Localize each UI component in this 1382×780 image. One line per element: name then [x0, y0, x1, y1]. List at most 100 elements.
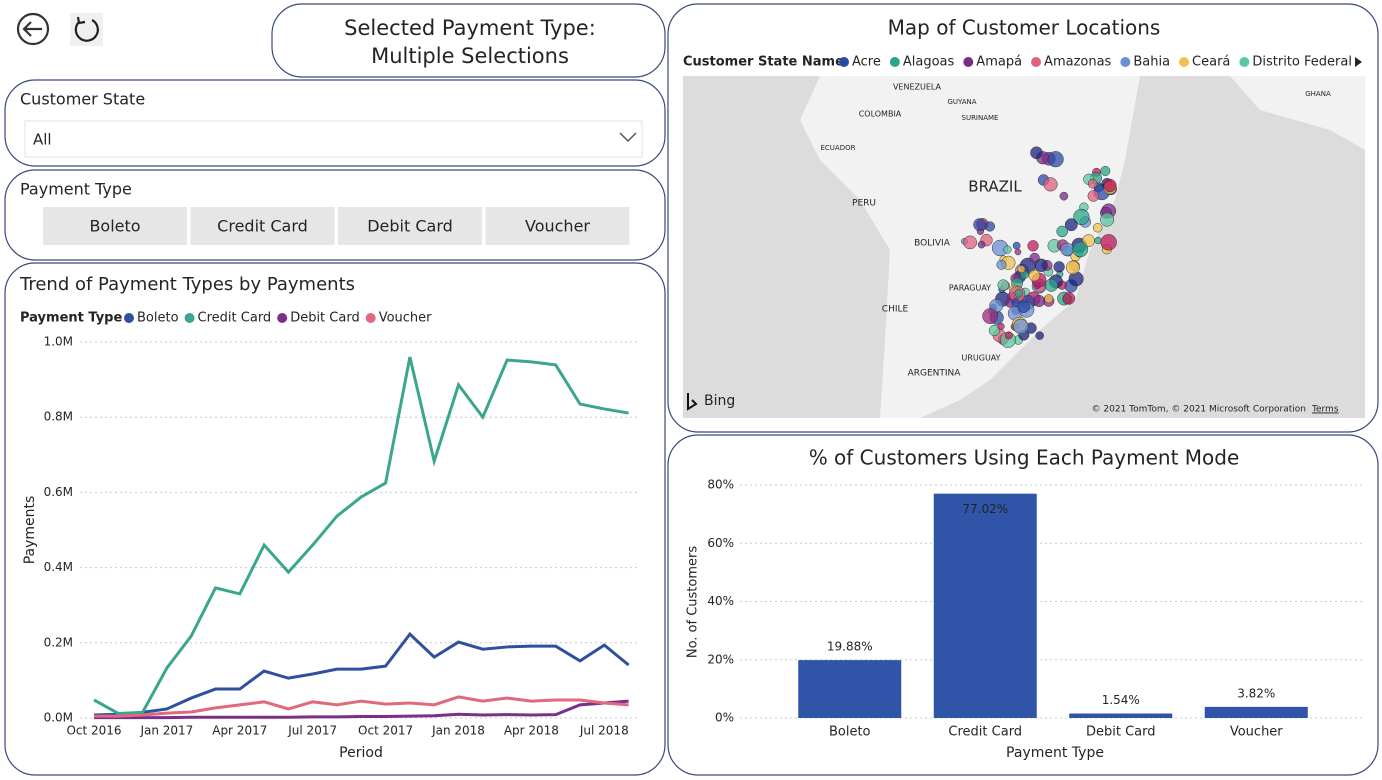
map-dot: [1017, 265, 1026, 274]
x-tick-label: Jul 2017: [287, 724, 337, 738]
map-dot: [1044, 294, 1054, 304]
y-axis-title: Payments: [22, 496, 38, 565]
legend-dot: [1031, 57, 1042, 67]
map-dot: [1060, 242, 1074, 257]
y-tick-label: 0.0M: [44, 711, 73, 725]
back-button[interactable]: [16, 12, 50, 46]
refresh-button[interactable]: [70, 13, 103, 46]
legend-label: Distrito Federal: [1252, 55, 1352, 70]
map-label: URUGUAY: [961, 354, 1000, 363]
payment-button[interactable]: [190, 207, 335, 245]
payment-button-label: Debit Card: [367, 217, 453, 236]
legend-title: Payment Type: [20, 311, 122, 326]
map-label: PARAGUAY: [949, 284, 991, 293]
payment-button-label: Credit Card: [217, 217, 308, 236]
y-tick-label: 40%: [707, 594, 734, 608]
header-line: Multiple Selections: [371, 44, 569, 68]
state-dropdown[interactable]: All: [24, 120, 643, 158]
map-dot: [1014, 289, 1024, 298]
bar[interactable]: [1069, 713, 1173, 718]
y-tick-label: 60%: [707, 536, 734, 550]
map-dot: [1064, 218, 1078, 232]
legend-dot: [1179, 57, 1190, 67]
map-label: BRAZIL: [968, 178, 1022, 196]
legend-dot: [365, 313, 376, 323]
series-line: [94, 695, 629, 718]
map-dot: [997, 279, 1009, 291]
legend-label: Boleto: [137, 311, 179, 326]
bar[interactable]: [1204, 706, 1308, 718]
map-dot: [1035, 331, 1044, 340]
chart-title: Trend of Payment Types by Payments: [19, 274, 355, 295]
bar[interactable]: [933, 493, 1037, 718]
map-dot: [1087, 178, 1098, 189]
header-card: [271, 3, 666, 78]
map-dot: [1014, 248, 1022, 256]
map-dot: [1012, 241, 1021, 250]
data-label: 3.82%: [1237, 686, 1275, 700]
map-label: ECUADOR: [821, 144, 856, 152]
legend-label: Bahia: [1133, 55, 1170, 70]
bar[interactable]: [798, 660, 902, 718]
map-dot: [982, 308, 999, 324]
map-dot: [1047, 151, 1064, 168]
bing-logo: [687, 393, 698, 411]
map-dot: [1044, 278, 1059, 292]
legend-dot: [1120, 57, 1131, 67]
map-dot: [1027, 240, 1039, 252]
map-dot: [997, 322, 1005, 331]
x-axis-title: Period: [339, 745, 383, 761]
x-tick-label: Oct 2016: [66, 724, 121, 738]
map-label: GUYANA: [947, 98, 976, 106]
x-tick-label: Credit Card: [948, 725, 1022, 740]
header-line: Selected Payment Type:: [344, 16, 596, 40]
map-dot: [963, 235, 977, 250]
dropdown-value: All: [33, 131, 52, 149]
map-dot: [1013, 318, 1029, 335]
payment-button[interactable]: [485, 207, 630, 245]
map-dot: [1004, 331, 1013, 340]
x-tick-label: Oct 2017: [358, 724, 413, 738]
map-dot: [1062, 292, 1076, 305]
map-dot: [1033, 294, 1046, 308]
payment-button-label: Voucher: [525, 217, 590, 236]
map-label: COLOMBIA: [859, 110, 902, 119]
map-copyright: © 2021 TomTom, © 2021 Microsoft Corporat…: [1092, 405, 1306, 415]
map-label: VENEZUELA: [893, 83, 942, 92]
legend-dot: [889, 57, 900, 67]
payment-button[interactable]: [43, 207, 187, 245]
legend-scroll[interactable]: [1355, 57, 1362, 67]
map-dot: [1103, 178, 1117, 193]
map-dot: [1003, 245, 1012, 254]
series-line: [93, 356, 629, 716]
x-tick-label: Apr 2018: [504, 724, 559, 738]
map-dot: [973, 218, 987, 231]
legend-label: Amazonas: [1044, 55, 1112, 70]
map-terms[interactable]: Terms: [1311, 405, 1339, 415]
legend-dot: [124, 313, 134, 323]
legend-dot: [963, 57, 974, 67]
y-tick-label: 0%: [715, 711, 734, 725]
legend-label: Ceará: [1192, 55, 1230, 70]
data-label: 19.88%: [827, 640, 873, 654]
map-label: SURINAME: [962, 114, 999, 122]
payment-button-label: Boleto: [89, 217, 140, 236]
map-dot: [1028, 269, 1041, 282]
map-dot: [988, 324, 1001, 337]
legend-dot: [277, 313, 288, 323]
legend-dot: [1239, 57, 1250, 67]
payment-button[interactable]: [338, 207, 482, 245]
y-tick-label: 0.8M: [44, 410, 73, 424]
y-axis-title: No. of Customers: [686, 546, 701, 659]
map-dot: [1053, 261, 1065, 273]
map-dot: [1043, 177, 1058, 192]
x-tick-label: Apr 2017: [212, 724, 267, 738]
map-dot: [1034, 258, 1048, 272]
y-tick-label: 1.0M: [44, 335, 73, 349]
legend-dot: [184, 313, 195, 323]
slicer-label: Customer State: [20, 90, 145, 109]
series-line: [94, 699, 629, 720]
map-dot: [1087, 190, 1100, 202]
map-dot: [1065, 260, 1080, 275]
map-title: Map of Customer Locations: [888, 16, 1161, 40]
